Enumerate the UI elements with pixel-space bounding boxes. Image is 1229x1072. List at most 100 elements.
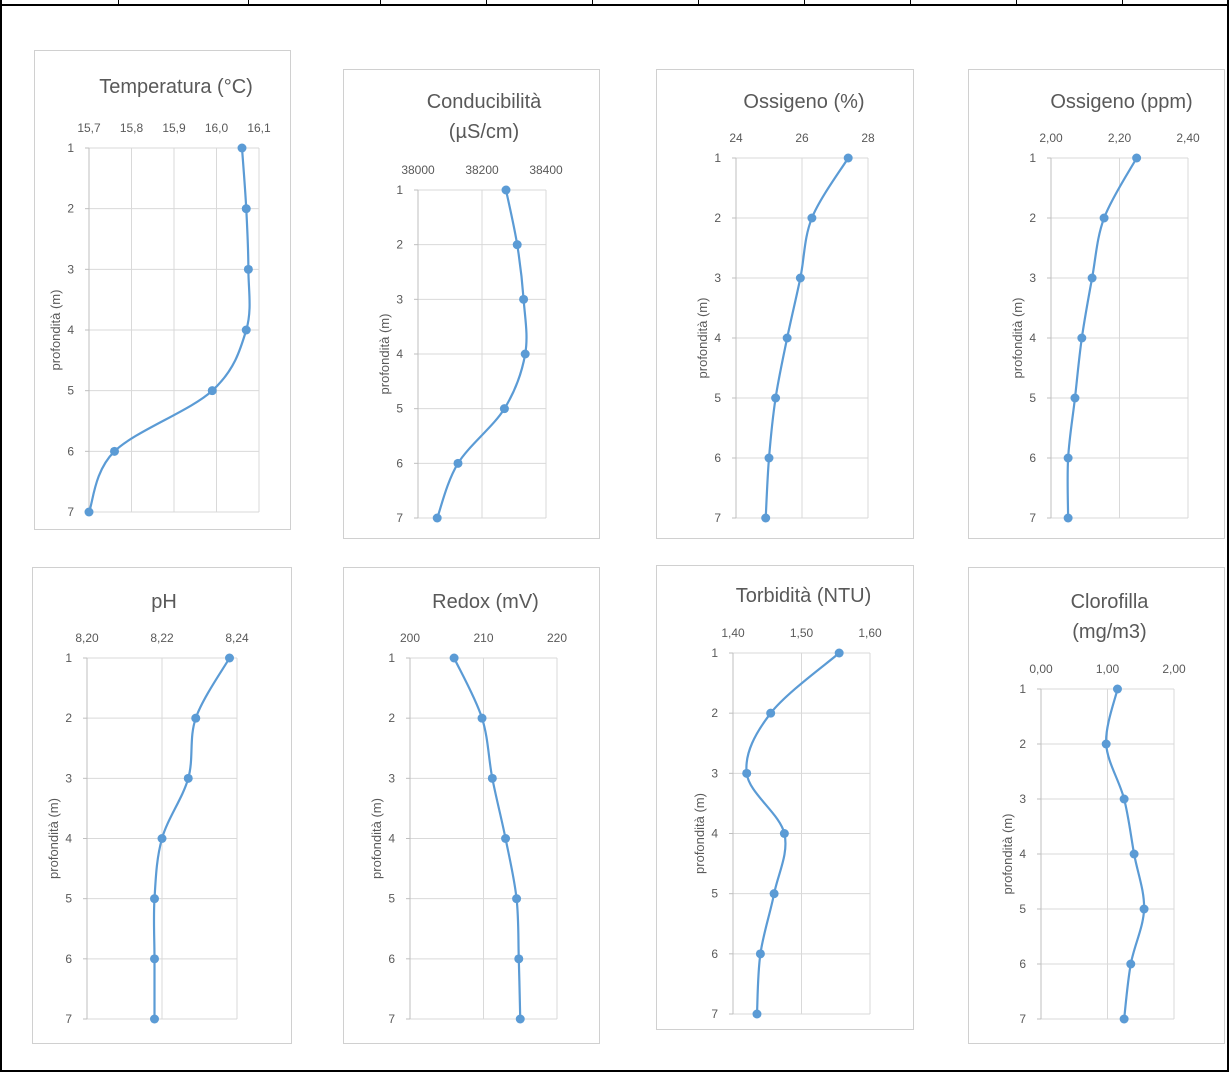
table-cell-divider — [380, 0, 381, 6]
x-tick-label: 200 — [400, 631, 420, 645]
data-point — [1101, 739, 1111, 749]
chart-title: Ossigeno (ppm) — [1050, 91, 1192, 113]
y-tick-label: 7 — [65, 1012, 72, 1026]
table-cell-divider — [118, 0, 119, 6]
x-tick-label: 1,50 — [790, 626, 814, 640]
y-tick-label: 7 — [714, 511, 721, 525]
y-tick-label: 3 — [714, 271, 721, 285]
x-tick-label: 26 — [795, 131, 809, 145]
data-point — [834, 648, 844, 658]
chart-title: (µS/cm) — [449, 121, 519, 143]
x-tick-label: 38400 — [529, 163, 563, 177]
data-point — [520, 349, 530, 359]
x-tick-label: 1,00 — [1096, 662, 1120, 676]
y-tick-label: 6 — [711, 947, 718, 961]
chart-title: (mg/m3) — [1072, 621, 1146, 643]
chart-panel: Conducibilità (µS/cm) 38000 38200 38400 1 2 3 4 5… — [343, 69, 600, 539]
y-tick-label: 4 — [67, 323, 74, 337]
x-tick-label: 2,00 — [1039, 131, 1063, 145]
y-tick-label: 2 — [396, 238, 403, 252]
y-tick-label: 6 — [714, 451, 721, 465]
y-tick-label: 7 — [1029, 511, 1036, 525]
x-tick-label: 28 — [861, 131, 875, 145]
y-axis-title: profondità (m) — [377, 314, 392, 395]
chart-svg: Conducibilità (µS/cm) 38000 38200 38400 1 2 3 4 5… — [377, 91, 563, 525]
y-tick-label: 2 — [388, 711, 395, 725]
table-cell-divider — [698, 0, 699, 6]
y-tick-label: 4 — [1019, 847, 1026, 861]
y-tick-label: 3 — [388, 771, 395, 785]
y-tick-label: 5 — [388, 892, 395, 906]
y-tick-label: 7 — [388, 1012, 395, 1026]
y-tick-label: 1 — [388, 651, 395, 665]
data-point — [1139, 904, 1149, 914]
y-tick-label: 3 — [1019, 792, 1026, 806]
data-point — [207, 386, 217, 396]
y-tick-label: 1 — [396, 183, 403, 197]
x-tick-label: 15,9 — [162, 121, 186, 135]
y-tick-label: 7 — [396, 511, 403, 525]
data-point — [843, 153, 853, 163]
y-tick-label: 5 — [714, 391, 721, 405]
chart-panel: Ossigeno (ppm) 2,00 2,20 2,40 1 2 3 4 5 6 7 profond… — [968, 69, 1225, 539]
data-point — [501, 834, 511, 843]
y-tick-label: 4 — [1029, 331, 1036, 345]
data-point — [514, 954, 524, 964]
data-point — [1099, 213, 1109, 223]
y-tick-label: 7 — [67, 505, 74, 519]
data-point — [519, 294, 529, 304]
data-point — [771, 393, 781, 403]
chart-title: Clorofilla — [1071, 591, 1150, 613]
chart-panel: pH 8,20 8,22 8,24 1 2 3 4 5 6 7 profondità (m) — [32, 567, 292, 1044]
y-tick-label: 1 — [65, 651, 72, 665]
data-point — [191, 713, 201, 723]
y-axis-title: profondità (m) — [1010, 298, 1025, 379]
data-point — [1063, 453, 1073, 463]
data-point — [453, 458, 463, 468]
y-tick-label: 7 — [1019, 1012, 1026, 1026]
chart-svg: Redox (mV) 200 210 220 1 2 3 4 5 6 7 profondità (m) — [369, 591, 567, 1026]
x-tick-label: 220 — [547, 631, 567, 645]
data-point — [1132, 153, 1142, 163]
table-top-rule — [0, 0, 1229, 6]
y-tick-label: 1 — [1019, 682, 1026, 696]
x-tick-label: 8,22 — [150, 631, 174, 645]
data-point — [110, 446, 119, 456]
data-point — [1119, 794, 1129, 804]
data-point — [764, 453, 774, 463]
chart-svg: Torbidità (NTU) 1,40 1,50 1,60 1 2 3 4 5 6 7 profon… — [692, 585, 882, 1021]
data-point — [487, 773, 497, 783]
x-tick-label: 210 — [473, 631, 493, 645]
table-cell-divider — [486, 0, 487, 6]
y-tick-label: 5 — [711, 887, 718, 901]
chart-title: Ossigeno (%) — [743, 91, 864, 113]
x-tick-label: 38200 — [465, 163, 499, 177]
y-tick-label: 6 — [65, 952, 72, 966]
data-point — [225, 653, 234, 663]
table-cell-divider — [1016, 0, 1017, 6]
x-tick-label: 24 — [729, 131, 743, 145]
data-point — [84, 507, 94, 517]
data-point — [237, 143, 247, 153]
x-tick-label: 8,20 — [75, 631, 99, 645]
data-point — [150, 954, 159, 964]
y-tick-label: 5 — [67, 384, 74, 398]
table-cell-divider — [248, 0, 249, 6]
x-tick-label: 2,20 — [1108, 131, 1132, 145]
y-tick-label: 4 — [711, 827, 718, 841]
data-point — [782, 333, 792, 343]
y-tick-label: 6 — [396, 456, 403, 470]
chart-svg: pH 8,20 8,22 8,24 1 2 3 4 5 6 7 profondità (m) — [46, 591, 249, 1026]
chart-title: Torbidità (NTU) — [736, 585, 872, 607]
y-tick-label: 1 — [1029, 151, 1036, 165]
data-point — [241, 204, 251, 214]
y-tick-label: 3 — [65, 771, 72, 785]
data-point — [752, 1009, 762, 1019]
table-cell-divider — [1122, 0, 1123, 6]
y-tick-label: 1 — [714, 151, 721, 165]
y-axis-title: profondità (m) — [1000, 814, 1015, 895]
x-tick-label: 2,40 — [1176, 131, 1200, 145]
y-tick-label: 7 — [711, 1007, 718, 1021]
data-point — [157, 834, 167, 843]
